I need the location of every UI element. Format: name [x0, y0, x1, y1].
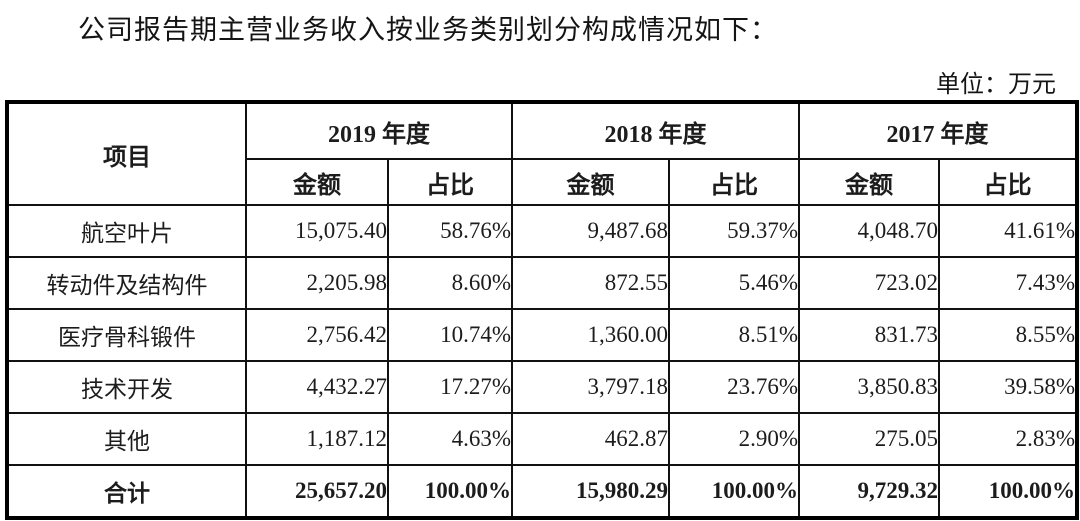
amount-2019-cell: 4,432.27 — [245, 360, 389, 414]
row-item-label: 航空叶片 — [6, 204, 247, 258]
revenue-breakdown-table: 项目 2019 年度 2018 年度 2017 年度 金额 占比 金额 占比 金… — [5, 100, 1079, 520]
column-header-amount-2017: 金额 — [798, 158, 940, 206]
ratio-2019-cell: 8.60% — [387, 256, 513, 310]
ratio-2019-cell: 58.76% — [387, 204, 513, 258]
ratio-2017-cell: 39.58% — [938, 360, 1078, 414]
ratio-2017-cell: 41.61% — [938, 204, 1078, 258]
total-ratio-2019-cell: 100.00% — [387, 464, 513, 519]
row-item-label: 转动件及结构件 — [6, 256, 247, 310]
ratio-2019-cell: 4.63% — [387, 412, 513, 466]
table-total-row: 合计 25,657.20 100.00% 15,980.29 100.00% 9… — [6, 464, 1078, 519]
ratio-2019-cell: 17.27% — [387, 360, 513, 414]
ratio-2019-cell: 10.74% — [387, 308, 513, 362]
ratio-2018-cell: 23.76% — [668, 360, 800, 414]
table-row: 医疗骨科锻件 2,756.42 10.74% 1,360.00 8.51% 83… — [6, 308, 1078, 362]
total-amount-2018-cell: 15,980.29 — [511, 464, 670, 519]
amount-2019-cell: 1,187.12 — [245, 412, 389, 466]
amount-2018-cell: 3,797.18 — [511, 360, 670, 414]
table-row: 航空叶片 15,075.40 58.76% 9,487.68 59.37% 4,… — [6, 204, 1078, 258]
amount-2018-cell: 462.87 — [511, 412, 670, 466]
amount-2019-cell: 2,205.98 — [245, 256, 389, 310]
table-header-year-row: 项目 2019 年度 2018 年度 2017 年度 — [6, 101, 1078, 206]
column-header-year-2017: 2017 年度 — [798, 101, 1078, 160]
table-row: 转动件及结构件 2,205.98 8.60% 872.55 5.46% 723.… — [6, 256, 1078, 310]
total-ratio-2018-cell: 100.00% — [668, 464, 800, 519]
amount-2018-cell: 872.55 — [511, 256, 670, 310]
total-row-label: 合计 — [6, 464, 247, 519]
ratio-2017-cell: 2.83% — [938, 412, 1078, 466]
amount-2018-cell: 9,487.68 — [511, 204, 670, 258]
row-item-label: 技术开发 — [6, 360, 247, 414]
amount-2019-cell: 15,075.40 — [245, 204, 389, 258]
amount-2018-cell: 1,360.00 — [511, 308, 670, 362]
unit-label: 单位：万元 — [936, 72, 1056, 98]
column-header-ratio-2019: 占比 — [387, 158, 513, 206]
column-header-amount-2019: 金额 — [245, 158, 389, 206]
column-header-ratio-2017: 占比 — [938, 158, 1078, 206]
ratio-2018-cell: 8.51% — [668, 308, 800, 362]
total-amount-2017-cell: 9,729.32 — [798, 464, 940, 519]
ratio-2017-cell: 7.43% — [938, 256, 1078, 310]
column-header-ratio-2018: 占比 — [668, 158, 800, 206]
column-header-amount-2018: 金额 — [511, 158, 670, 206]
amount-2017-cell: 3,850.83 — [798, 360, 940, 414]
column-header-item: 项目 — [6, 101, 247, 206]
amount-2017-cell: 723.02 — [798, 256, 940, 310]
amount-2017-cell: 831.73 — [798, 308, 940, 362]
ratio-2017-cell: 8.55% — [938, 308, 1078, 362]
total-amount-2019-cell: 25,657.20 — [245, 464, 389, 519]
ratio-2018-cell: 5.46% — [668, 256, 800, 310]
amount-2019-cell: 2,756.42 — [245, 308, 389, 362]
table-row: 其他 1,187.12 4.63% 462.87 2.90% 275.05 2.… — [6, 412, 1078, 466]
amount-2017-cell: 4,048.70 — [798, 204, 940, 258]
total-ratio-2017-cell: 100.00% — [938, 464, 1078, 519]
row-item-label: 医疗骨科锻件 — [6, 308, 247, 362]
amount-2017-cell: 275.05 — [798, 412, 940, 466]
column-header-year-2018: 2018 年度 — [511, 101, 800, 160]
ratio-2018-cell: 2.90% — [668, 412, 800, 466]
row-item-label: 其他 — [6, 412, 247, 466]
column-header-year-2019: 2019 年度 — [245, 101, 513, 160]
table-header-sub-row: 金额 占比 金额 占比 金额 占比 — [7, 158, 1078, 206]
ratio-2018-cell: 59.37% — [668, 204, 800, 258]
page-title: 公司报告期主营业务收入按业务类别划分构成情况如下： — [78, 15, 778, 45]
table-row: 技术开发 4,432.27 17.27% 3,797.18 23.76% 3,8… — [6, 360, 1078, 414]
